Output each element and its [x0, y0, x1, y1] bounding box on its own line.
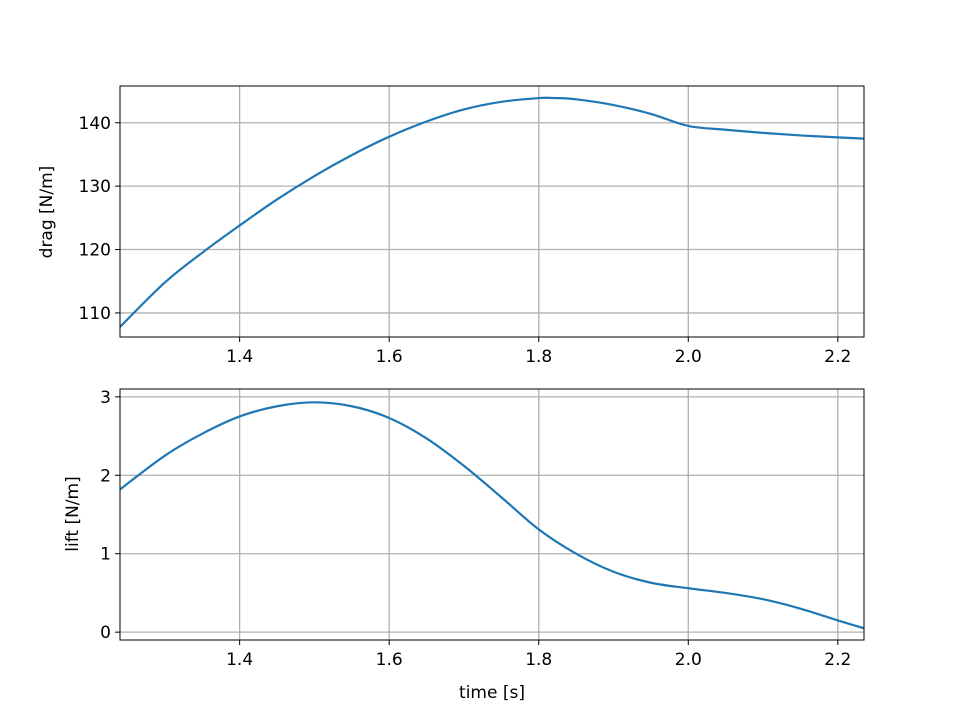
lift-y-tick-label: 3: [100, 388, 111, 408]
drag-x-tick-label: 1.8: [525, 347, 552, 367]
lift-y-axis-label: lift [N/m]: [63, 476, 83, 551]
lift-ticks: 1.4 1.6 1.8 2.0 2.2 0 1 2 3: [100, 388, 851, 670]
drag-axes-frame: [119, 85, 865, 338]
lift-grid: [120, 389, 864, 640]
drag-series-line: [119, 96, 865, 328]
lift-x-tick-label: 1.4: [226, 650, 253, 670]
drag-y-tick-label: 140: [79, 114, 111, 134]
drag-x-tick-label: 1.4: [226, 347, 253, 367]
drag-lines: [119, 96, 865, 328]
drag-grid: [120, 86, 864, 337]
drag-y-tick-label: 130: [79, 177, 111, 197]
drag-y-axis-label: drag [N/m]: [37, 166, 57, 259]
drag-y-tick-label: 110: [79, 304, 111, 324]
lift-x-tick-label: 1.6: [376, 650, 403, 670]
drag-x-tick-label: 2.0: [675, 347, 702, 367]
lift-axes-frame: [119, 388, 865, 641]
lift-series-line: [119, 401, 865, 630]
lift-lines: [119, 401, 865, 630]
drag-subplot: 1.4 1.6 1.8 2.0 2.2 110 120 130 140 drag [N/m]: [37, 85, 865, 367]
lift-subplot: 1.4 1.6 1.8 2.0 2.2 0 1 2 3 lift [N/m] time [s]: [63, 388, 865, 703]
lift-x-tick-label: 2.0: [675, 650, 702, 670]
drag-x-tick-label: 2.2: [824, 347, 851, 367]
drag-y-tick-label: 120: [79, 241, 111, 261]
x-axis-label: time [s]: [459, 683, 525, 703]
lift-y-tick-label: 1: [100, 545, 111, 565]
lift-x-tick-label: 2.2: [824, 650, 851, 670]
drag-x-tick-label: 1.6: [376, 347, 403, 367]
lift-y-tick-label: 0: [100, 623, 111, 643]
drag-ticks: 1.4 1.6 1.8 2.0 2.2 110 120 130 140: [79, 114, 852, 367]
lift-y-tick-label: 2: [100, 466, 111, 486]
lift-x-tick-label: 1.8: [525, 650, 552, 670]
